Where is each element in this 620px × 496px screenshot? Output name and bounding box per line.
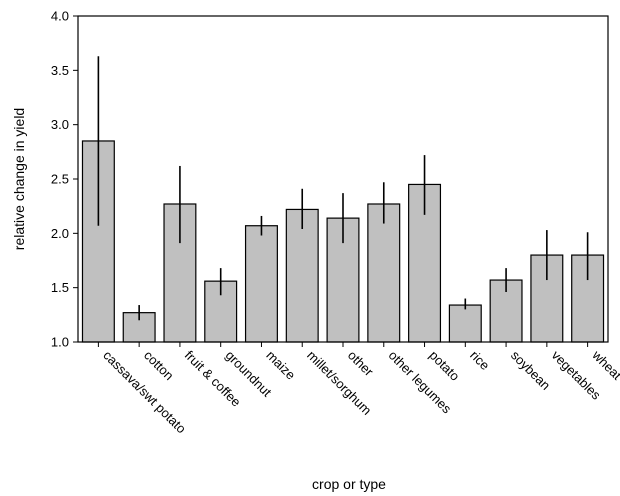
y-axis-title: relative change in yield	[11, 108, 27, 250]
y-tick-label: 1.0	[51, 335, 69, 350]
y-tick-label: 3.0	[51, 117, 69, 132]
y-tick-label: 3.5	[51, 63, 69, 78]
x-tick-label: other	[345, 348, 377, 380]
x-tick-label: maize	[263, 348, 298, 383]
error-bars-layer	[97, 56, 589, 321]
x-tick-label: cotton	[141, 348, 177, 384]
y-tick-label: 2.0	[51, 226, 69, 241]
y-axis: 1.0 1.5 2.0 2.5 3.0 3.5 4.0	[51, 9, 78, 350]
bar	[244, 225, 278, 343]
x-tick-label: soybean	[508, 348, 553, 393]
x-axis-title: crop or type	[312, 476, 386, 492]
bar	[285, 208, 319, 343]
bar	[448, 304, 482, 343]
bar	[367, 203, 401, 343]
y-tick-label: 2.5	[51, 172, 69, 187]
bar	[204, 280, 238, 343]
x-tick-label: potato	[426, 348, 462, 384]
x-tick-label: wheat	[589, 347, 620, 383]
y-tick-label: 4.0	[51, 9, 69, 24]
x-tick-label: rice	[467, 348, 492, 373]
y-tick-label: 1.5	[51, 280, 69, 295]
